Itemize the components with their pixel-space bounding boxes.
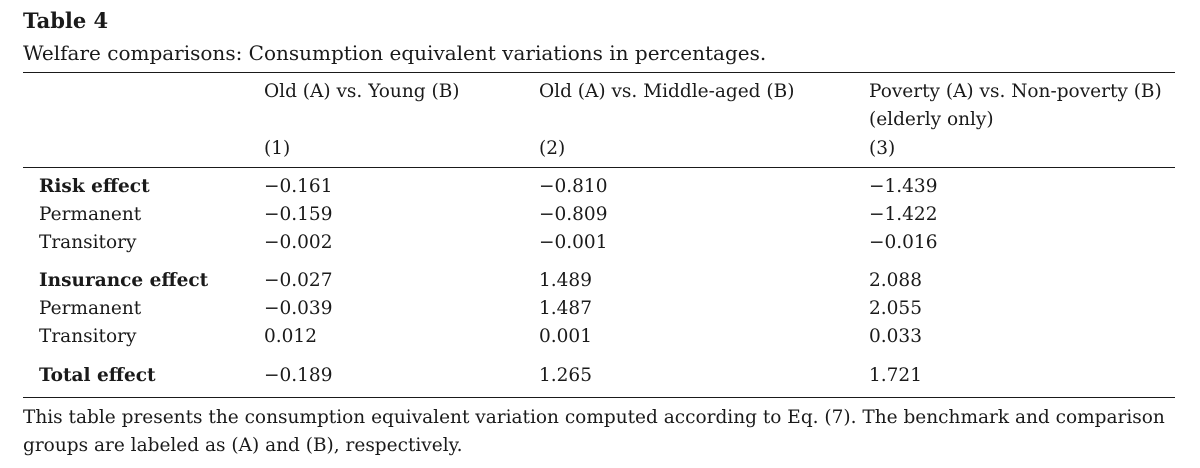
row-label-permanent: Permanent xyxy=(39,204,142,225)
bottom-rule xyxy=(23,397,1175,398)
table-cell: 1.265 xyxy=(539,365,592,386)
table-cell: −1.439 xyxy=(869,176,938,197)
row-label-risk-effect: Risk effect xyxy=(39,176,150,197)
table-cell: 1.721 xyxy=(869,365,922,386)
header-rule xyxy=(23,167,1175,168)
table-cell: 1.487 xyxy=(539,298,592,319)
table-cell: −1.422 xyxy=(869,204,938,225)
row-label-transitory: Transitory xyxy=(39,326,137,347)
row-label-insurance-effect: Insurance effect xyxy=(39,270,209,291)
table-cell: 1.489 xyxy=(539,270,592,291)
table-cell: −0.001 xyxy=(539,232,608,253)
top-rule xyxy=(23,72,1175,73)
col-3-number: (3) xyxy=(869,138,896,159)
col-1-number: (1) xyxy=(264,138,291,159)
row-label-transitory: Transitory xyxy=(39,232,137,253)
row-label-total-effect: Total effect xyxy=(39,365,156,386)
table-note: This table presents the consumption equi… xyxy=(23,407,1165,456)
row-label-permanent: Permanent xyxy=(39,298,142,319)
table-caption: Welfare comparisons: Consumption equival… xyxy=(23,41,767,65)
table-cell: −0.809 xyxy=(539,204,608,225)
col-2-header: Old (A) vs. Middle-aged (B) xyxy=(539,81,795,102)
table-cell: −0.810 xyxy=(539,176,608,197)
table-cell: −0.039 xyxy=(264,298,333,319)
table-label: Table 4 xyxy=(23,8,109,33)
table-cell: 0.012 xyxy=(264,326,317,347)
col-3-header: Poverty (A) vs. Non-poverty (B) xyxy=(869,81,1162,102)
table-cell: −0.027 xyxy=(264,270,333,291)
table-cell: 2.055 xyxy=(869,298,922,319)
table-cell: −0.002 xyxy=(264,232,333,253)
table-cell: −0.159 xyxy=(264,204,333,225)
table-cell: 2.088 xyxy=(869,270,922,291)
table-cell: −0.016 xyxy=(869,232,938,253)
table-cell: 0.033 xyxy=(869,326,922,347)
table-cell: 0.001 xyxy=(539,326,592,347)
col-2-number: (2) xyxy=(539,138,566,159)
col-3-subheader: (elderly only) xyxy=(869,109,994,130)
table-cell: −0.161 xyxy=(264,176,333,197)
col-1-header: Old (A) vs. Young (B) xyxy=(264,81,460,102)
table-cell: −0.189 xyxy=(264,365,333,386)
